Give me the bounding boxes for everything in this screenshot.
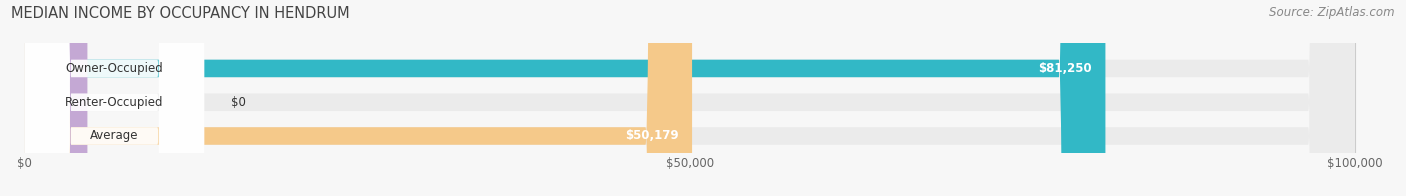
FancyBboxPatch shape: [24, 0, 204, 196]
Text: Owner-Occupied: Owner-Occupied: [66, 62, 163, 75]
FancyBboxPatch shape: [24, 0, 692, 196]
Text: Source: ZipAtlas.com: Source: ZipAtlas.com: [1270, 6, 1395, 19]
Text: $50,179: $50,179: [626, 130, 679, 142]
FancyBboxPatch shape: [24, 0, 204, 196]
FancyBboxPatch shape: [24, 0, 1355, 196]
Text: MEDIAN INCOME BY OCCUPANCY IN HENDRUM: MEDIAN INCOME BY OCCUPANCY IN HENDRUM: [11, 6, 350, 21]
FancyBboxPatch shape: [24, 0, 1105, 196]
Text: Renter-Occupied: Renter-Occupied: [65, 96, 163, 109]
FancyBboxPatch shape: [24, 0, 1355, 196]
FancyBboxPatch shape: [24, 0, 1355, 196]
Text: $81,250: $81,250: [1039, 62, 1092, 75]
FancyBboxPatch shape: [24, 0, 87, 196]
FancyBboxPatch shape: [24, 0, 204, 196]
Text: Average: Average: [90, 130, 139, 142]
Text: $0: $0: [231, 96, 246, 109]
